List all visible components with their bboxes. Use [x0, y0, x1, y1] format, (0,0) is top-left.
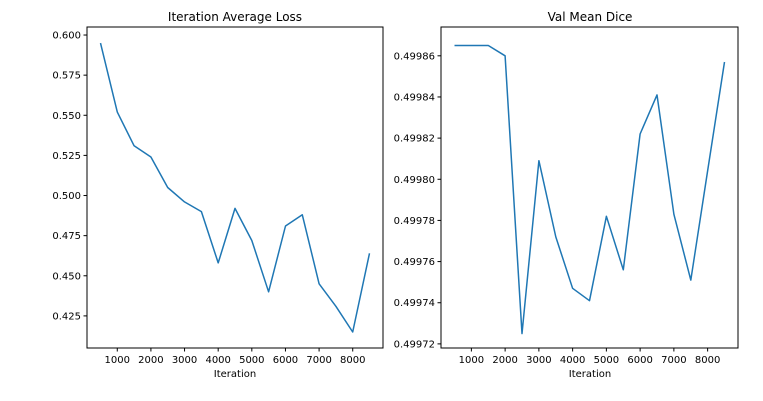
dice-y-tick-label: 0.49976 — [394, 257, 435, 268]
dice-x-tick-label: 2000 — [492, 355, 517, 366]
loss-plot-frame — [86, 26, 384, 349]
loss-y-tick-label: 0.425 — [52, 311, 81, 322]
loss-x-tick-label: 3000 — [172, 355, 197, 366]
loss-x-tick-label: 2000 — [138, 355, 163, 366]
loss-y-tick-label: 0.500 — [52, 191, 81, 202]
dice-x-tick-label: 7000 — [661, 355, 686, 366]
loss-x-tick-label: 8000 — [340, 355, 365, 366]
dice-series-line — [454, 44, 726, 335]
dice-x-tick-label: 8000 — [695, 355, 720, 366]
dice-y-tick-label: 0.49984 — [394, 92, 435, 103]
loss-series-line — [99, 42, 371, 333]
loss-x-tick-label: 7000 — [306, 355, 331, 366]
loss-chart: Iteration Average Loss Iteration 1000 200… — [52, 10, 384, 380]
loss-y-tick-label: 0.550 — [52, 111, 81, 122]
dice-chart-x-axis-label: Iteration — [569, 369, 611, 380]
dice-x-tick-label: 4000 — [560, 355, 585, 366]
loss-y-tick-label: 0.600 — [52, 31, 81, 42]
loss-chart-x-axis-label: Iteration — [214, 369, 256, 380]
loss-y-tick-label: 0.575 — [52, 71, 81, 82]
dice-y-tick-label: 0.49982 — [394, 134, 435, 145]
loss-y-tick-label: 0.450 — [52, 271, 81, 282]
loss-x-tick-label: 6000 — [273, 355, 298, 366]
loss-x-tick-label: 4000 — [205, 355, 230, 366]
dice-x-tick-label: 6000 — [627, 355, 652, 366]
dice-y-tick-label: 0.49978 — [394, 216, 435, 227]
loss-y-tick-label: 0.525 — [52, 151, 81, 162]
dice-y-tick-label: 0.49986 — [394, 51, 435, 62]
dice-x-tick-label: 3000 — [526, 355, 551, 366]
loss-x-tick-label: 5000 — [239, 355, 264, 366]
dice-y-tick-label: 0.49980 — [394, 175, 435, 186]
dice-x-tick-label: 5000 — [594, 355, 619, 366]
dice-chart: Val Mean Dice Iteration 1000 2000 3000 4000… — [394, 10, 739, 380]
loss-x-tick-label: 1000 — [105, 355, 130, 366]
dice-plot-frame — [440, 26, 739, 349]
dice-y-tick-label: 0.49974 — [394, 298, 435, 309]
dice-x-tick-label: 1000 — [459, 355, 484, 366]
dice-chart-title: Val Mean Dice — [548, 10, 633, 24]
dice-y-tick-label: 0.49972 — [394, 339, 435, 350]
loss-chart-title: Iteration Average Loss — [168, 10, 302, 24]
loss-y-tick-label: 0.475 — [52, 231, 81, 242]
